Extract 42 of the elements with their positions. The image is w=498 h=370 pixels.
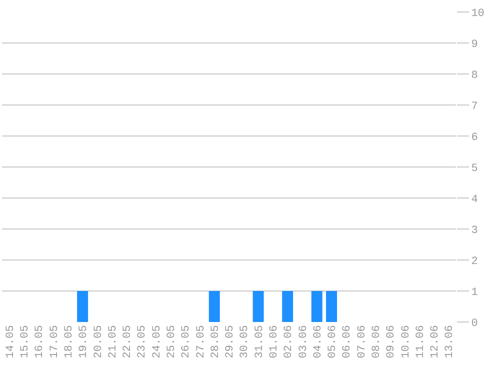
x-tick-label: 17.05 xyxy=(48,325,61,358)
x-tick-label: 25.05 xyxy=(166,325,178,358)
x-tick-label: 06.06 xyxy=(342,325,354,358)
x-tick-label: 29.05 xyxy=(224,325,237,358)
x-tick-label: 12.06 xyxy=(430,325,442,358)
x-tick-label: 27.05 xyxy=(195,325,208,358)
x-tick-label: 30.05 xyxy=(239,325,252,358)
x-tick-label: 01.06 xyxy=(268,325,281,358)
y-tick-label: 2 xyxy=(471,256,478,268)
x-tick-label: 18.05 xyxy=(63,325,76,358)
x-tick-label: 08.06 xyxy=(371,325,384,358)
y-tick-label: 1 xyxy=(471,286,478,299)
x-tick-label: 28.05 xyxy=(210,325,222,358)
y-tick-label: 8 xyxy=(471,70,478,82)
x-tick-label: 19.05 xyxy=(78,325,90,358)
x-tick-label: 04.06 xyxy=(312,325,324,358)
y-tick-label: 3 xyxy=(471,224,478,237)
x-tick-label: 07.06 xyxy=(356,325,368,358)
x-tick-label: 21.05 xyxy=(107,325,120,358)
x-tick-label: 05.06 xyxy=(327,325,340,358)
x-tick-label: 16.05 xyxy=(34,325,46,358)
x-tick-label: 14.05 xyxy=(4,325,17,358)
y-tick-label: 4 xyxy=(471,194,478,206)
x-tick-label: 26.05 xyxy=(180,325,193,358)
y-tick-label: 5 xyxy=(471,162,478,175)
x-tick-label: 20.05 xyxy=(92,325,105,358)
x-tick-label: 09.06 xyxy=(386,325,398,358)
x-tick-label: 15.05 xyxy=(20,325,32,358)
y-tick-label: 9 xyxy=(471,38,478,51)
x-tick-label: 03.06 xyxy=(298,325,310,358)
y-tick-label: 6 xyxy=(471,132,478,144)
x-tick-label: 23.05 xyxy=(136,325,149,358)
x-tick-label: 13.06 xyxy=(444,325,456,358)
y-tick-label: 7 xyxy=(471,100,478,113)
x-tick-label: 22.05 xyxy=(122,325,134,358)
x-tick-label: 24.05 xyxy=(151,325,164,358)
y-tick-label: 0 xyxy=(471,318,478,330)
x-tick-label: 31.05 xyxy=(254,325,266,358)
x-tick-label: 02.06 xyxy=(283,325,296,358)
x-tick-label: 10.06 xyxy=(400,325,412,358)
x-tick-label: 11.06 xyxy=(414,325,427,358)
y-tick-label: 10 xyxy=(471,8,484,20)
